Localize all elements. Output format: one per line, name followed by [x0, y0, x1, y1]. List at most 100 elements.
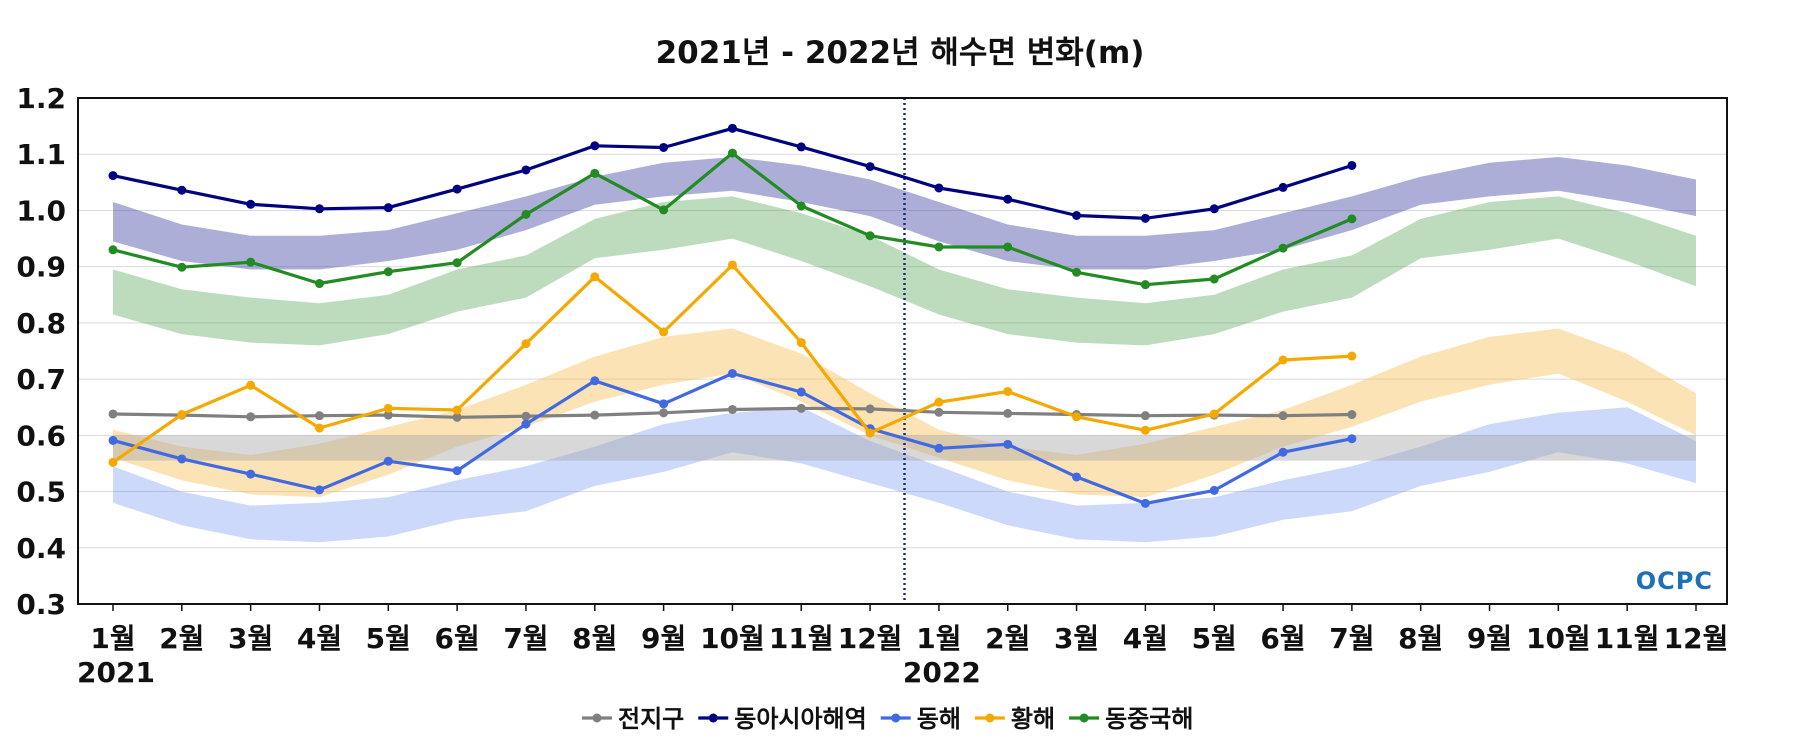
x-tick-label: 1월	[916, 622, 961, 655]
data-point	[383, 267, 393, 277]
ocpc-logo: OCPC	[1636, 567, 1713, 595]
chart-title: 2021년 - 2022년 해수면 변화(m)	[656, 35, 1145, 71]
data-point	[796, 338, 806, 348]
x-tick-label: 3월	[1054, 622, 1099, 655]
data-point	[1003, 439, 1013, 449]
data-point	[934, 407, 944, 417]
x-tick-label: 5월	[366, 622, 411, 655]
data-point	[934, 397, 944, 407]
x-tick-label: 8월	[572, 622, 617, 655]
data-point	[177, 410, 187, 420]
y-tick-label: 0.5	[16, 476, 66, 509]
y-tick-label: 1.0	[16, 194, 66, 227]
data-point	[727, 123, 737, 133]
data-point	[1003, 242, 1013, 252]
data-point	[1347, 410, 1357, 420]
legend-swatch-point	[891, 713, 901, 723]
y-tick-label: 0.4	[16, 532, 66, 565]
data-point	[1072, 412, 1082, 422]
legend-swatch-point	[985, 713, 995, 723]
data-point	[1140, 425, 1150, 435]
data-point	[1347, 214, 1357, 224]
data-point	[246, 469, 256, 479]
data-point	[796, 201, 806, 211]
data-point	[727, 148, 737, 158]
legend-label: 동해	[917, 705, 961, 733]
data-point	[1072, 472, 1082, 482]
series-4	[108, 148, 1357, 290]
x-tick-label: 6월	[435, 622, 480, 655]
y-tick-label: 0.9	[16, 251, 66, 284]
plot-background	[78, 98, 1727, 604]
data-point	[108, 457, 118, 467]
legend-label: 동중국해	[1105, 705, 1193, 733]
data-point	[1347, 351, 1357, 361]
y-tick-label: 1.1	[16, 138, 66, 171]
data-point	[1209, 485, 1219, 495]
data-point	[1140, 213, 1150, 223]
legend-item: 동해	[880, 705, 961, 733]
x-tick-label: 12월	[838, 622, 903, 655]
data-point	[796, 403, 806, 413]
data-point	[1278, 182, 1288, 192]
plot-border	[77, 97, 1728, 605]
x-tick-label: 7월	[503, 622, 548, 655]
data-point	[1278, 447, 1288, 457]
data-point	[1347, 434, 1357, 444]
data-point	[659, 205, 669, 215]
data-point	[108, 245, 118, 255]
legend-label: 전지구	[618, 705, 684, 733]
data-point	[1003, 194, 1013, 204]
data-point	[590, 168, 600, 178]
data-point	[314, 279, 324, 289]
data-point	[727, 404, 737, 414]
legend: 전지구 동아시아해역 동해 황해 동중국해	[582, 705, 1193, 733]
data-point	[727, 260, 737, 270]
data-point	[1278, 411, 1288, 421]
data-point	[590, 410, 600, 420]
x-tick-label: 12월	[1664, 622, 1729, 655]
legend-item: 전지구	[582, 705, 684, 733]
data-point	[383, 456, 393, 466]
legend-item: 동아시아해역	[698, 705, 867, 733]
data-point	[865, 428, 875, 438]
data-point	[1347, 160, 1357, 170]
data-point	[108, 409, 118, 419]
data-point	[246, 257, 256, 267]
x-tick-label: 2월	[159, 622, 204, 655]
data-point	[1209, 409, 1219, 419]
y-tick-label: 0.3	[16, 588, 66, 621]
y-tick-label: 0.6	[16, 419, 66, 452]
series-1	[108, 123, 1357, 223]
series-2	[108, 368, 1357, 508]
plot-area: 0.3 0.4 0.5 0.6 0.7 0.8 0.9 1.0 1.1 1.2 1월 2월 3월 4월 5월…	[16, 82, 1728, 689]
data-point	[383, 410, 393, 420]
data-point	[521, 339, 531, 349]
data-point	[521, 209, 531, 219]
legend-label: 동아시아해역	[734, 705, 866, 733]
data-point	[452, 412, 462, 422]
data-point	[452, 258, 462, 268]
data-point	[1140, 411, 1150, 421]
data-point	[1072, 267, 1082, 277]
x-tick-label: 10월	[1526, 622, 1591, 655]
data-point	[865, 231, 875, 241]
y-tick-label: 0.7	[16, 363, 66, 396]
legend-swatch-point	[708, 713, 718, 723]
x-tick-label: 11월	[769, 622, 834, 655]
data-point	[177, 454, 187, 464]
data-point	[1209, 204, 1219, 214]
x-tick-label: 10월	[700, 622, 765, 655]
data-point	[383, 403, 393, 413]
data-point	[314, 423, 324, 433]
data-point	[108, 171, 118, 181]
data-point	[177, 262, 187, 272]
data-point	[108, 435, 118, 445]
data-point	[659, 408, 669, 418]
data-point	[727, 368, 737, 378]
data-point	[659, 399, 669, 409]
data-point	[383, 203, 393, 213]
data-point	[1072, 211, 1082, 221]
